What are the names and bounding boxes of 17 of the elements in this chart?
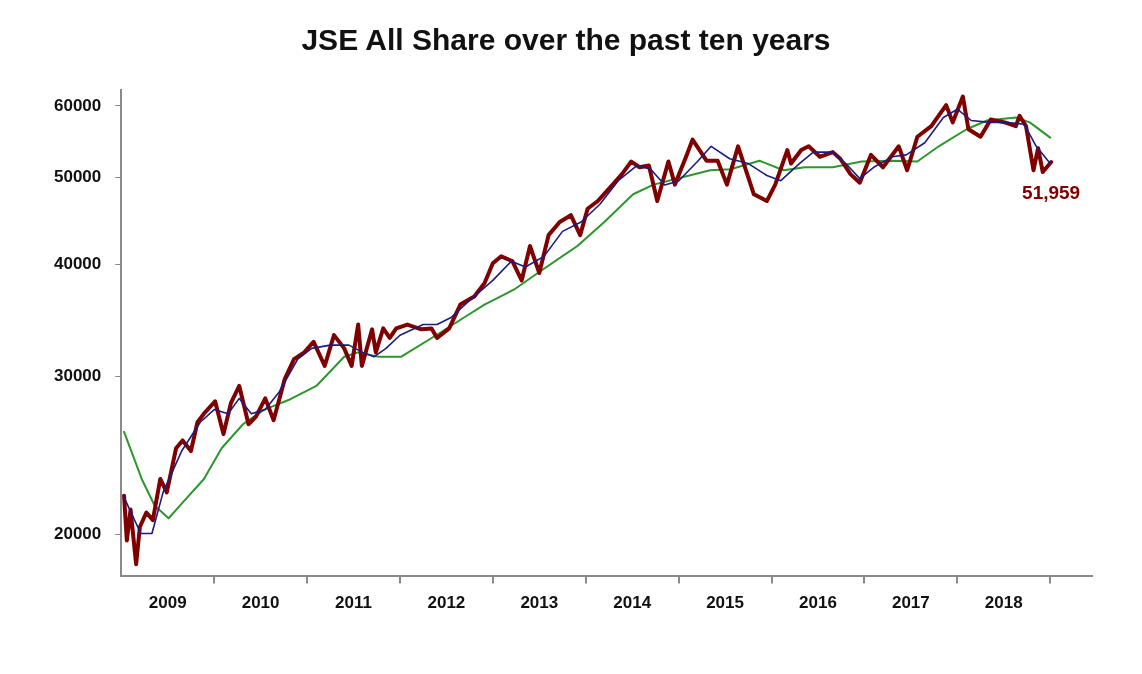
x-tick-label: 2010 bbox=[241, 593, 280, 613]
x-tick-label: 2017 bbox=[891, 593, 930, 613]
x-tick-label: 2016 bbox=[799, 593, 837, 613]
x-tick-label: 2018 bbox=[984, 593, 1023, 613]
chart-title: JSE All Share over the past ten years bbox=[301, 23, 831, 57]
y-tick-label: 60000 bbox=[53, 95, 102, 115]
y-tick-label: 40000 bbox=[53, 253, 102, 273]
x-tick-label: 2012 bbox=[427, 593, 466, 613]
x-tick-label: 2014 bbox=[613, 593, 652, 613]
annotation: 51,959 bbox=[1022, 181, 1081, 203]
x-tick-label: 2013 bbox=[520, 593, 559, 613]
x-tick-label: 2011 bbox=[335, 593, 372, 613]
y-tick-label: 30000 bbox=[53, 366, 102, 386]
x-tick-label: 2009 bbox=[148, 593, 187, 613]
y-tick-label: 20000 bbox=[53, 524, 102, 544]
y-tick-label: 50000 bbox=[53, 166, 102, 186]
x-tick-label: 2015 bbox=[706, 593, 744, 613]
